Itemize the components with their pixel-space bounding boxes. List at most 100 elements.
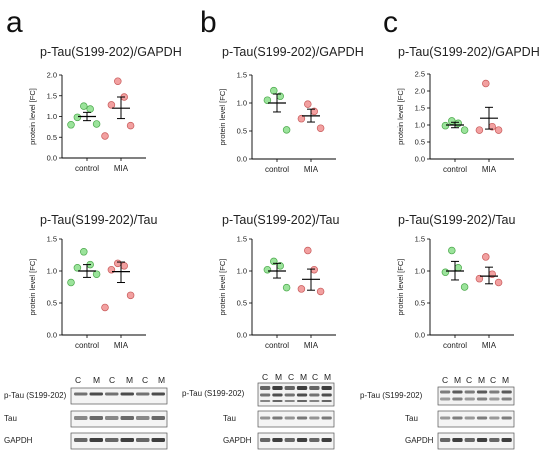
x-tick-label: MIA <box>304 341 319 350</box>
blot-band <box>464 438 475 442</box>
y-tick-label: 1.5 <box>237 71 247 80</box>
blot-band <box>321 400 332 402</box>
blot-band <box>136 438 150 442</box>
blot-band <box>151 438 165 442</box>
blot-strip <box>257 432 335 450</box>
blot-band <box>272 416 283 420</box>
blot-band <box>464 397 475 401</box>
blot-band <box>309 400 320 402</box>
y-tick-label: 2.0 <box>47 71 57 80</box>
data-point <box>126 121 135 130</box>
blot-strip <box>70 410 168 428</box>
panel-letter-b: b <box>200 6 217 39</box>
blot-panel-b: C M C M C M p-Tau (S199-202) Tau GAPDH <box>182 372 335 450</box>
data-point <box>475 274 484 283</box>
data-point <box>114 77 122 85</box>
y-tick-label: 1.0 <box>415 267 425 276</box>
blot-band <box>309 386 320 390</box>
y-tick-label: 1.0 <box>237 267 247 276</box>
chart-a-0: 0.0 0.5 1.0 1.5 2.0 protein level [FC] control… <box>28 71 146 173</box>
y-tick-label: 1.0 <box>47 267 57 276</box>
y-tick-label: 1.5 <box>47 91 57 100</box>
blot-strip <box>257 410 335 428</box>
data-point <box>263 96 272 104</box>
chart-title-b-top: p-Tau(S199-202)/GAPDH <box>222 45 364 59</box>
blot-band <box>501 397 512 401</box>
blot-band <box>74 416 88 420</box>
y-tick-label: 1.5 <box>415 235 425 244</box>
y-tick-label: 0.0 <box>415 331 425 340</box>
blot-band <box>476 416 488 420</box>
blot-bands <box>260 386 332 442</box>
lane-label: C <box>288 372 294 382</box>
chart-title-b-bottom: p-Tau(S199-202)/Tau <box>222 213 339 227</box>
blot-band <box>476 438 488 442</box>
blot-band <box>284 386 295 390</box>
chart-a-3: 0.0 0.5 1.0 1.5 protein level [FC] control MIA <box>28 235 146 350</box>
y-tick-label: 1.5 <box>415 104 425 113</box>
data-point <box>126 291 135 300</box>
y-tick-label: 0.5 <box>237 127 247 136</box>
data-point <box>475 126 484 134</box>
data-point <box>282 283 291 292</box>
blot-band <box>74 392 88 396</box>
x-tick-label: control <box>265 165 289 174</box>
blot-band <box>272 438 283 442</box>
data-point <box>310 265 318 274</box>
data-point <box>107 101 116 109</box>
blot-band <box>136 416 150 420</box>
y-axis-label: protein level [FC] <box>218 259 227 316</box>
blot-band <box>489 397 500 401</box>
blot-band <box>284 416 295 420</box>
blot-row-label: p-Tau (S199-202) <box>182 389 245 398</box>
y-axis-label: protein level [FC] <box>396 88 405 145</box>
blot-band <box>120 416 134 420</box>
lane-label: C <box>142 375 148 385</box>
blot-band <box>260 393 271 397</box>
blot-band <box>321 386 332 390</box>
y-axis-label: protein level [FC] <box>28 88 37 145</box>
x-tick-label: MIA <box>482 165 497 174</box>
blot-band <box>452 397 463 401</box>
blot-band <box>105 392 119 396</box>
blot-band <box>440 438 451 442</box>
y-tick-label: 0.0 <box>237 155 247 164</box>
y-tick-label: 0.5 <box>47 133 57 142</box>
chart-c-2: 0.0 0.5 1.0 1.5 2.0 2.5 protein level [FC] cont… <box>396 70 514 174</box>
blot-row-label: Tau <box>223 414 236 423</box>
y-tick-label: 0.0 <box>47 331 57 340</box>
blot-band <box>89 392 103 396</box>
blot-band <box>284 438 295 442</box>
data-point <box>73 264 82 272</box>
blot-strip <box>437 410 515 428</box>
blot-band <box>284 393 295 397</box>
blot-band <box>151 392 165 396</box>
blot-strip <box>70 432 168 450</box>
blot-band <box>489 416 500 420</box>
blot-band <box>501 438 512 442</box>
x-tick-label: control <box>75 341 99 350</box>
x-tick-label: MIA <box>114 164 129 173</box>
chart-c-5: 0.0 0.5 1.0 1.5 protein level [FC] control MIA <box>396 235 514 350</box>
data-point <box>114 259 122 268</box>
chart-title-a-top: p-Tau(S199-202)/GAPDH <box>40 45 182 59</box>
y-axis-label: protein level [FC] <box>218 89 227 146</box>
blot-strip <box>437 386 515 406</box>
blot-band <box>74 438 88 442</box>
chart-b-4: 0.0 0.5 1.0 1.5 protein level [FC] control MIA <box>218 235 336 350</box>
blot-band <box>476 397 488 401</box>
x-tick-label: MIA <box>114 341 129 350</box>
y-tick-label: 1.5 <box>237 235 247 244</box>
x-tick-label: control <box>75 164 99 173</box>
y-tick-label: 0.0 <box>415 155 425 164</box>
blot-band <box>260 386 271 390</box>
blot-band <box>452 390 463 394</box>
data-point <box>454 119 462 128</box>
lane-label: M <box>158 375 165 385</box>
blot-band <box>260 416 271 420</box>
y-tick-label: 1.5 <box>47 235 57 244</box>
lane-label: C <box>466 375 472 385</box>
blot-band <box>489 438 500 442</box>
data-point <box>441 268 450 277</box>
blot-row-label: Tau <box>4 414 17 423</box>
